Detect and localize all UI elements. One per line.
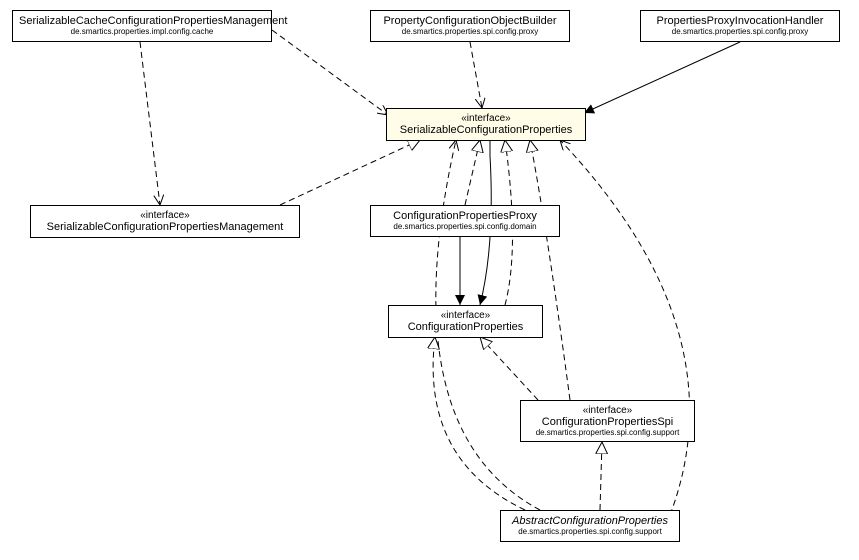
node-subtitle: de.smartics.properties.spi.config.suppor… [507,527,673,536]
uml-node-n2: PropertyConfigurationObjectBuilderde.sma… [370,10,570,42]
node-title: SerializableCacheConfigurationProperties… [19,15,265,27]
node-subtitle: de.smartics.properties.spi.config.suppor… [527,428,688,437]
edge-13 [560,140,690,515]
edge-0 [140,42,160,205]
uml-node-n3: PropertiesProxyInvocationHandlerde.smart… [640,10,840,42]
edge-1 [272,30,388,115]
uml-node-n4: «interface»SerializableConfigurationProp… [386,108,586,141]
node-title: AbstractConfigurationProperties [507,515,673,527]
stereotype: «interface» [527,405,688,416]
edge-12 [433,337,525,510]
node-subtitle: de.smartics.properties.spi.config.proxy [377,27,563,36]
edge-5 [465,140,480,205]
edge-10 [530,140,570,400]
edge-11 [600,442,602,510]
stereotype: «interface» [393,113,579,124]
node-subtitle: de.smartics.properties.spi.config.domain [377,222,553,231]
node-title: ConfigurationPropertiesSpi [527,416,688,428]
node-title: PropertyConfigurationObjectBuilder [377,15,563,27]
edge-2 [470,42,482,108]
edge-4 [280,140,420,205]
node-subtitle: de.smartics.properties.spi.config.proxy [647,27,833,36]
uml-node-n7: «interface»ConfigurationProperties [388,305,543,338]
uml-node-n5: «interface»SerializableConfigurationProp… [30,205,300,238]
uml-node-n1: SerializableCacheConfigurationProperties… [12,10,272,42]
stereotype: «interface» [395,310,536,321]
stereotype: «interface» [37,210,293,221]
node-title: PropertiesProxyInvocationHandler [647,15,833,27]
node-title: ConfigurationPropertiesProxy [377,210,553,222]
edge-3 [584,42,740,113]
uml-node-n8: «interface»ConfigurationPropertiesSpide.… [520,400,695,442]
node-title: ConfigurationProperties [395,321,536,333]
node-title: SerializableConfigurationProperties [393,124,579,136]
uml-node-n6: ConfigurationPropertiesProxyde.smartics.… [370,205,560,237]
node-title: SerializableConfigurationPropertiesManag… [37,221,293,233]
edge-9 [480,337,538,400]
node-subtitle: de.smartics.properties.impl.config.cache [19,27,265,36]
uml-node-n9: AbstractConfigurationPropertiesde.smarti… [500,510,680,542]
